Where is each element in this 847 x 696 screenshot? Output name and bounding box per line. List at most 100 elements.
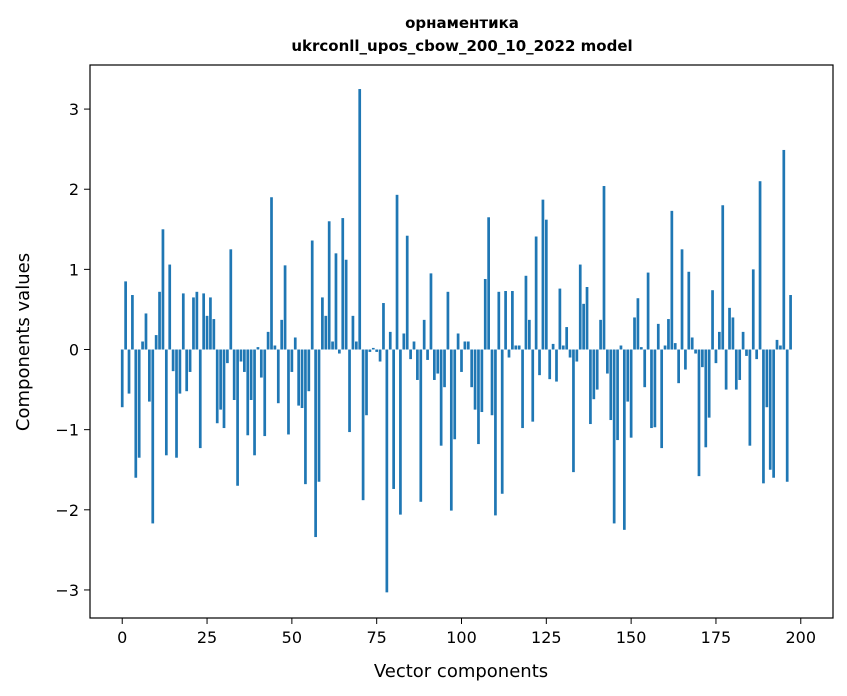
bar-component-4	[134, 349, 138, 478]
y-tick-label: 1	[69, 260, 79, 279]
bar-component-137	[585, 287, 589, 350]
bar-component-104	[473, 349, 477, 410]
bar-component-55	[307, 349, 311, 392]
chart-subtitle: ukrconll_upos_cbow_200_10_2022 model	[291, 37, 632, 55]
bar-component-42	[263, 349, 267, 437]
bar-component-160	[663, 345, 667, 350]
bar-component-101	[463, 341, 467, 350]
bar-component-69	[354, 341, 358, 350]
bar-component-49	[287, 349, 290, 435]
bar-component-62	[331, 341, 334, 350]
bar-component-26	[209, 297, 212, 350]
x-axis-label: Vector components	[374, 661, 548, 682]
x-tick-label: 150	[616, 628, 647, 647]
bar-component-107	[483, 278, 487, 350]
bar-component-157	[653, 349, 657, 428]
x-axis-ticks: 0 25 50 75 100 125 150 175 200	[117, 618, 816, 647]
bar-component-106	[480, 349, 484, 413]
x-tick-label: 0	[117, 628, 127, 647]
bar-component-190	[765, 349, 769, 408]
bar-component-95	[443, 349, 446, 388]
bar-component-83	[402, 333, 406, 350]
bar-component-120	[528, 319, 531, 350]
bar-component-114	[507, 349, 511, 358]
bar-component-82	[399, 349, 402, 515]
bar-component-179	[728, 307, 731, 350]
bar-component-98	[453, 349, 457, 440]
bar-component-46	[276, 349, 280, 404]
bar-component-152	[636, 298, 640, 350]
bar-component-13	[164, 349, 168, 456]
bar-component-163	[673, 343, 677, 350]
bar-component-182	[738, 349, 742, 380]
bar-component-72	[365, 349, 368, 416]
y-tick-label: 3	[69, 100, 79, 119]
chart-title: орнаментика	[405, 14, 519, 32]
bar-component-92	[433, 349, 436, 380]
bar-component-191	[768, 349, 772, 470]
bar-component-168	[690, 337, 694, 350]
bar-component-16	[175, 349, 178, 458]
bar-component-64	[338, 349, 341, 354]
bar-component-140	[595, 349, 599, 390]
bar-component-9	[151, 349, 155, 524]
bar-component-188	[758, 181, 762, 350]
y-tick-label: −3	[55, 581, 79, 600]
bar-component-37	[246, 349, 250, 436]
bar-component-8	[148, 349, 151, 402]
bar-component-189	[762, 349, 765, 484]
bar-component-154	[643, 349, 647, 388]
bar-component-108	[487, 217, 490, 350]
bar-component-74	[371, 347, 375, 350]
bar-component-105	[477, 349, 480, 445]
bar-component-34	[236, 349, 239, 486]
bar-component-79	[388, 331, 392, 350]
bar-component-117	[517, 345, 521, 350]
bar-component-78	[385, 349, 389, 593]
bar-component-20	[188, 349, 192, 372]
bar-component-129	[558, 288, 562, 350]
bar-component-65	[341, 218, 345, 350]
bar-component-89	[422, 319, 426, 350]
bar-component-57	[314, 349, 317, 538]
bar-component-0	[120, 349, 124, 408]
bar-component-1	[124, 281, 127, 350]
x-tick-label: 200	[785, 628, 816, 647]
bar-component-29	[219, 349, 222, 410]
bar-component-193	[775, 339, 779, 350]
y-axis-ticks: −3 −2 −1 0 1 2 3	[55, 100, 90, 600]
y-tick-label: 2	[69, 180, 79, 199]
x-tick-label: 125	[531, 628, 562, 647]
bar-component-17	[178, 349, 182, 394]
bar-component-130	[561, 345, 565, 350]
bar-component-80	[392, 349, 395, 489]
bar-component-164	[677, 349, 680, 384]
bar-component-146	[616, 349, 619, 441]
bar-component-141	[599, 319, 602, 350]
bar-component-38	[249, 349, 253, 400]
bar-component-45	[273, 345, 277, 350]
bar-component-24	[202, 293, 206, 350]
bar-component-169	[694, 349, 697, 354]
bar-component-118	[521, 349, 524, 429]
bars-group	[120, 89, 792, 593]
bar-component-84	[405, 235, 409, 350]
bar-component-194	[779, 345, 782, 350]
bar-component-87	[416, 349, 419, 380]
bar-component-172	[704, 349, 708, 448]
bar-component-99	[456, 333, 460, 350]
bar-component-148	[622, 349, 626, 530]
bar-component-73	[368, 349, 372, 352]
bar-component-14	[168, 264, 172, 350]
bar-component-19	[185, 349, 189, 392]
bar-component-7	[144, 313, 148, 350]
bar-component-111	[497, 291, 501, 350]
bar-component-186	[751, 269, 755, 350]
x-tick-label: 175	[701, 628, 732, 647]
bar-component-124	[541, 199, 545, 350]
bar-component-50	[290, 349, 294, 372]
bar-component-44	[270, 197, 273, 350]
bar-component-192	[772, 349, 775, 478]
bar-component-109	[490, 349, 494, 416]
bar-component-112	[500, 349, 504, 494]
